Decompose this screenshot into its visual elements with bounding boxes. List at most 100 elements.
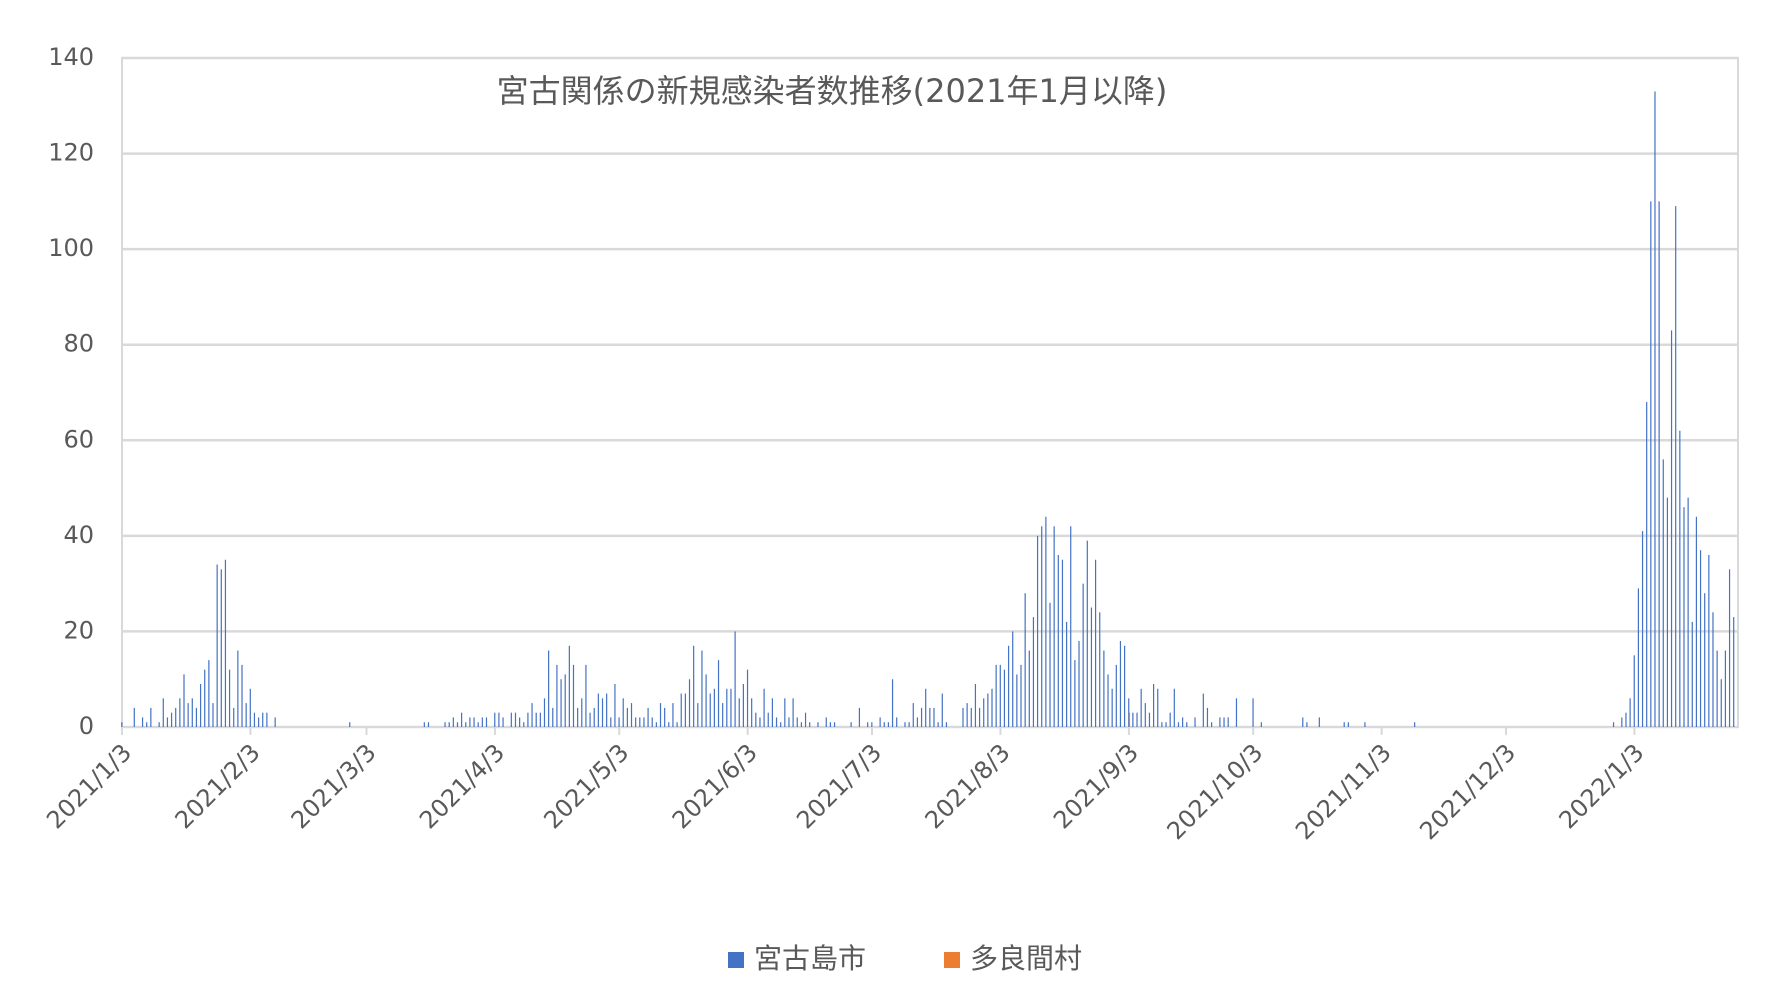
bar [1637,588,1640,727]
bar [717,660,720,727]
bar [1032,617,1035,727]
bar [792,698,794,727]
bar [1670,330,1673,727]
bar [191,698,193,727]
bar [585,664,587,727]
bar [730,688,732,727]
bar [1666,497,1669,727]
bar [1646,402,1648,727]
bar [531,703,533,727]
bar [1654,91,1656,727]
bar [535,712,537,727]
bar [552,707,554,727]
bar [879,717,881,727]
bar [241,664,243,727]
bar [966,703,968,727]
bar [738,698,740,727]
bar [485,717,488,727]
chart-title: 宮古関係の新規感染者数推移(2021年1月以降) [497,72,1168,110]
bar [1364,722,1366,727]
bar [1103,650,1105,727]
bar [266,712,268,727]
bar [713,688,715,727]
bar [560,679,562,727]
bar [684,693,686,727]
bar [1235,698,1238,727]
bar [141,717,144,727]
bar [850,722,852,727]
bar [146,722,148,727]
bar [1260,722,1262,727]
bar [1302,717,1304,727]
bar [668,722,670,727]
bar [199,683,202,727]
bar [991,688,993,727]
legend-label: 宮古島市 [754,942,866,975]
bar [1161,722,1163,727]
bar [651,717,653,727]
bar [1724,650,1727,727]
bar [1169,712,1171,727]
bar [1683,507,1685,727]
bar [929,707,931,727]
bar [655,722,657,727]
bar [1679,430,1681,727]
bar [775,717,778,727]
bar [1074,660,1076,727]
bar [987,693,989,727]
bar [904,722,906,727]
bar [912,703,914,727]
bar [527,712,529,727]
bar [1621,717,1623,727]
bar [680,693,682,727]
bar [249,688,251,727]
bar [1733,617,1735,727]
bar [548,650,550,727]
bar [1136,712,1138,727]
bar [514,712,517,727]
bar [1202,693,1204,727]
bar [825,717,827,727]
bar [1704,593,1706,727]
bar [705,674,707,727]
bar [1712,612,1714,727]
bar [999,664,1001,727]
bar [804,712,807,727]
bar [1318,717,1320,727]
bar [1343,722,1345,727]
bar [1716,650,1718,727]
bar [237,650,239,727]
bar [257,717,260,727]
bar [1708,554,1710,727]
bar [444,722,446,727]
bar [150,707,152,727]
bar [1157,688,1159,727]
bar [1024,593,1026,727]
bar [871,722,873,727]
bar [1633,655,1635,727]
bar [1219,717,1221,727]
bar [498,712,500,727]
bar [697,703,699,727]
bar [746,669,749,727]
bar [179,698,181,727]
bar [1045,516,1047,727]
bar [755,712,757,727]
bar [1662,459,1664,727]
bar [456,722,459,727]
bar [543,698,546,727]
bar [601,698,604,727]
bar [423,722,425,727]
bar [133,707,135,727]
bar [1658,201,1660,727]
bar [216,564,218,727]
bar [224,559,227,727]
bar [1206,707,1209,727]
bar [858,707,861,727]
bar [597,693,599,727]
bar [564,674,566,727]
bar [170,712,173,727]
bar [1699,550,1702,727]
bar [887,722,890,727]
